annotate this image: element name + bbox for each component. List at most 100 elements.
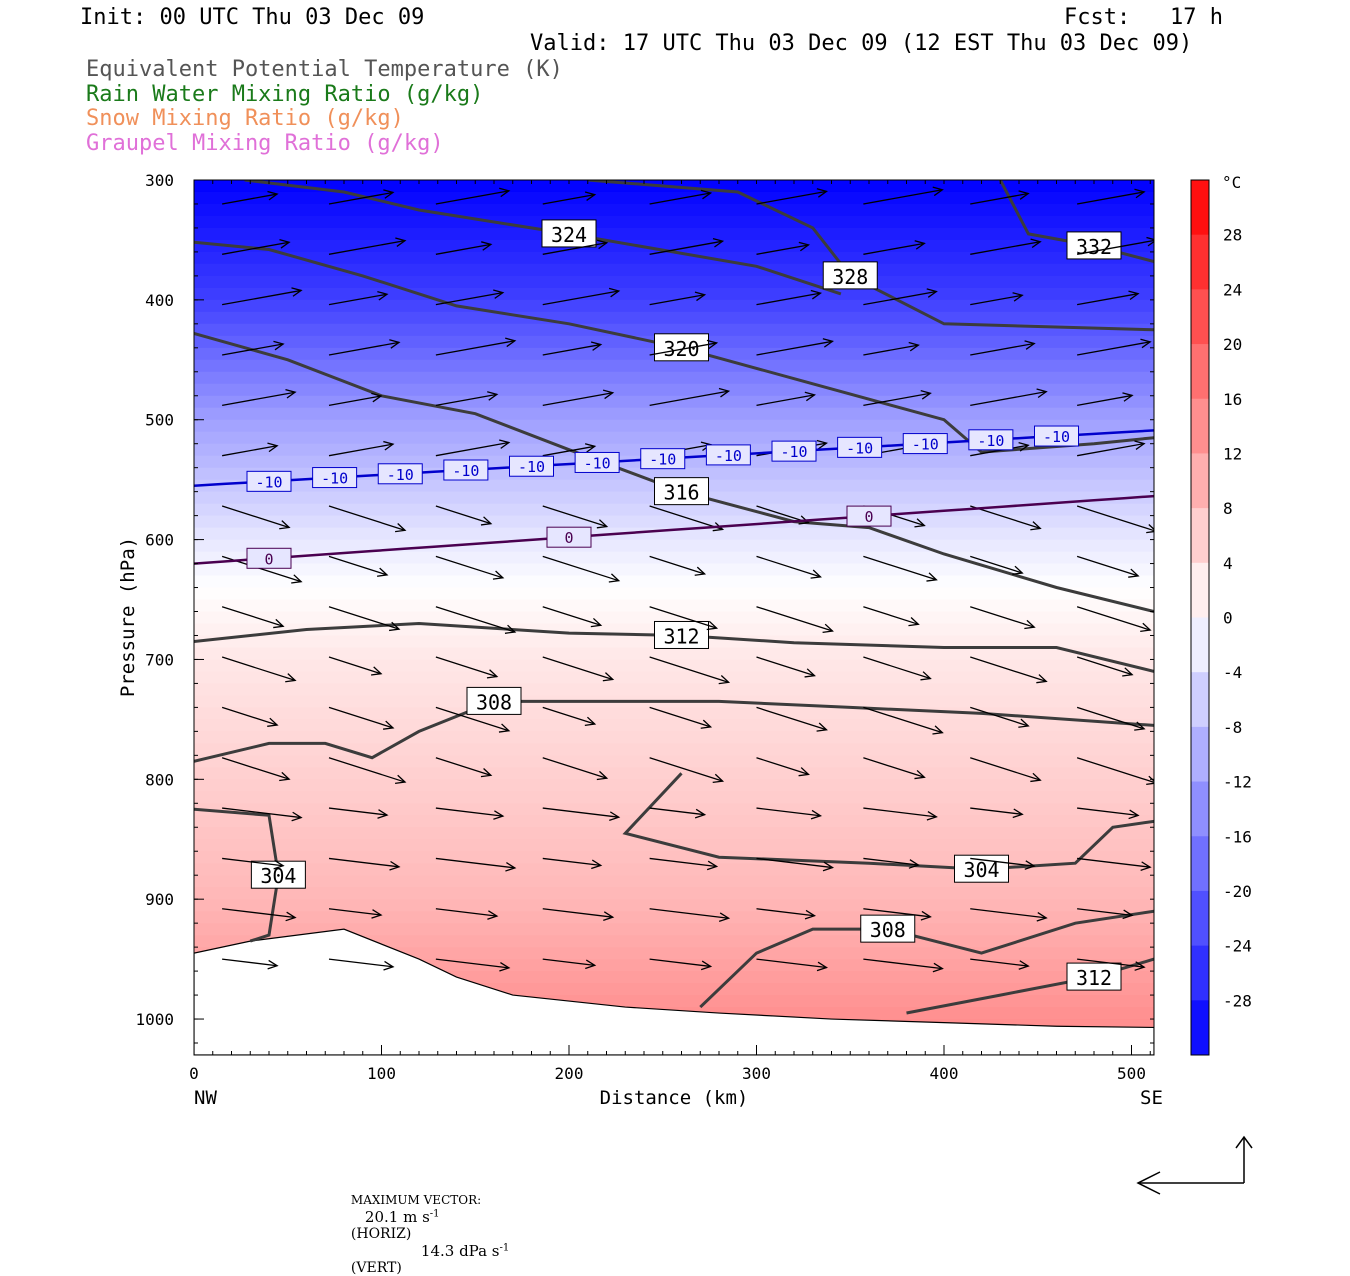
wind-vector-head <box>932 725 944 735</box>
wind-vector <box>328 555 388 576</box>
wind-vector <box>435 656 498 678</box>
wind-vector-head <box>1018 960 1030 970</box>
wind-vector-head <box>267 959 279 970</box>
isotherm-label: -10 <box>452 462 479 480</box>
colorbar: 28 24 20 16 12 8 4 0 -4 -8 -12 -16 -20 -24 -28 <box>1190 179 1252 1056</box>
wind-vector <box>435 291 503 306</box>
wind-vector-head <box>273 340 285 351</box>
wind-vector <box>435 441 509 457</box>
wind-vector <box>756 555 821 578</box>
wind-vector-head <box>285 388 297 399</box>
wind-vector <box>221 757 290 780</box>
field-band <box>194 299 1154 313</box>
wind-vector-head <box>371 666 383 676</box>
field-band <box>194 407 1154 421</box>
wind-vector <box>649 757 723 782</box>
y-tick-label: 900 <box>145 890 174 909</box>
wind-vector-head <box>712 237 725 248</box>
field-band <box>194 863 1154 876</box>
wind-vector-head <box>908 859 920 869</box>
colorbar-band <box>1191 836 1209 892</box>
wind-vector <box>542 343 601 356</box>
wind-vector-head <box>498 723 511 733</box>
wind-vector <box>970 241 1041 255</box>
wind-vector <box>328 239 406 255</box>
wind-vector-head <box>504 624 517 634</box>
wind-vector-head <box>389 339 401 349</box>
wind-vector-head <box>499 439 511 449</box>
wind-vector <box>970 294 1023 306</box>
wind-vector-head <box>584 191 597 201</box>
field-band <box>194 599 1154 613</box>
field-band <box>194 767 1154 780</box>
field-band <box>194 527 1154 541</box>
wind-vector-head <box>389 860 401 871</box>
isotherm-label: -10 <box>780 443 807 461</box>
field-band <box>194 815 1154 828</box>
wind-vector-head <box>499 961 511 972</box>
wind-vector <box>863 555 937 581</box>
y-tick-label: 1000 <box>135 1010 174 1029</box>
wind-vector <box>970 555 1023 574</box>
isotherm-label-box <box>640 448 686 470</box>
field-band <box>194 671 1154 684</box>
colorbar-band <box>1191 945 1209 1001</box>
wind-vector-head <box>1018 718 1030 728</box>
legend-rain: Rain Water Mixing Ratio (g/kg) <box>86 82 484 107</box>
wind-vector <box>970 958 1029 967</box>
wind-vector-head <box>279 239 291 249</box>
contour-label: 312 <box>1076 966 1112 990</box>
wind-vector <box>542 505 607 528</box>
wind-vector <box>435 393 497 406</box>
wind-vector-head <box>920 910 932 921</box>
field-band <box>194 215 1154 229</box>
wind-vector <box>863 392 931 406</box>
isotherm-label-box <box>902 433 948 455</box>
wind-vector <box>222 343 284 356</box>
theta-e-line <box>622 772 1154 871</box>
wind-vector <box>970 857 1035 867</box>
wind-vector-head <box>914 769 926 780</box>
forecast-hour: Fcst: 17 h <box>1064 5 1223 30</box>
isotherm-label-box <box>377 463 423 485</box>
init-time: Init: 00 UTC Thu 03 Dec 09 <box>80 5 425 30</box>
contour-label-box <box>860 914 916 943</box>
wind-vector <box>435 857 515 869</box>
y-tick-label: 500 <box>145 411 174 430</box>
wind-vector <box>542 606 601 626</box>
y-tick-label: 300 <box>145 171 174 190</box>
isotherm-label: -10 <box>715 447 742 465</box>
colorbar-tick-label: 28 <box>1223 226 1242 245</box>
wind-vector-head <box>932 186 944 197</box>
wind-vector-head <box>487 391 499 401</box>
wind-vector-head <box>1024 619 1036 630</box>
wind-vector-head <box>389 621 401 632</box>
wind-vector <box>970 807 1023 815</box>
isotherm-label-box <box>846 505 892 527</box>
contour-label: 304 <box>260 864 296 888</box>
wind-vector <box>756 656 815 677</box>
colorbar-band <box>1191 398 1209 454</box>
colorbar-tick-label: -28 <box>1223 991 1252 1010</box>
isotherm-label: -10 <box>846 439 873 457</box>
wind-vector <box>1077 807 1139 817</box>
wind-vector <box>221 505 290 529</box>
wind-vector-head <box>1146 775 1154 785</box>
colorbar-tick-label: -8 <box>1223 718 1242 737</box>
colorbar-band <box>1191 672 1209 728</box>
contour-label: 316 <box>663 481 699 505</box>
wind-vector-head <box>700 189 713 200</box>
wind-vector-head <box>267 717 279 727</box>
colorbar-tick-label: 4 <box>1223 554 1233 573</box>
wind-vector <box>863 908 931 918</box>
legend-theta-e: Equivalent Potential Temperature (K) <box>86 57 563 82</box>
wind-vector <box>1077 908 1133 917</box>
isotherm-label: -10 <box>977 432 1004 450</box>
wind-vector-head <box>816 961 829 972</box>
y-tick-label: 400 <box>145 291 174 310</box>
wind-vector <box>1077 442 1145 457</box>
max-vector-label: MAXIMUM VECTOR: <box>350 1193 482 1207</box>
wind-vector <box>222 958 278 967</box>
wind-vector <box>328 505 406 531</box>
field-band <box>194 575 1154 589</box>
